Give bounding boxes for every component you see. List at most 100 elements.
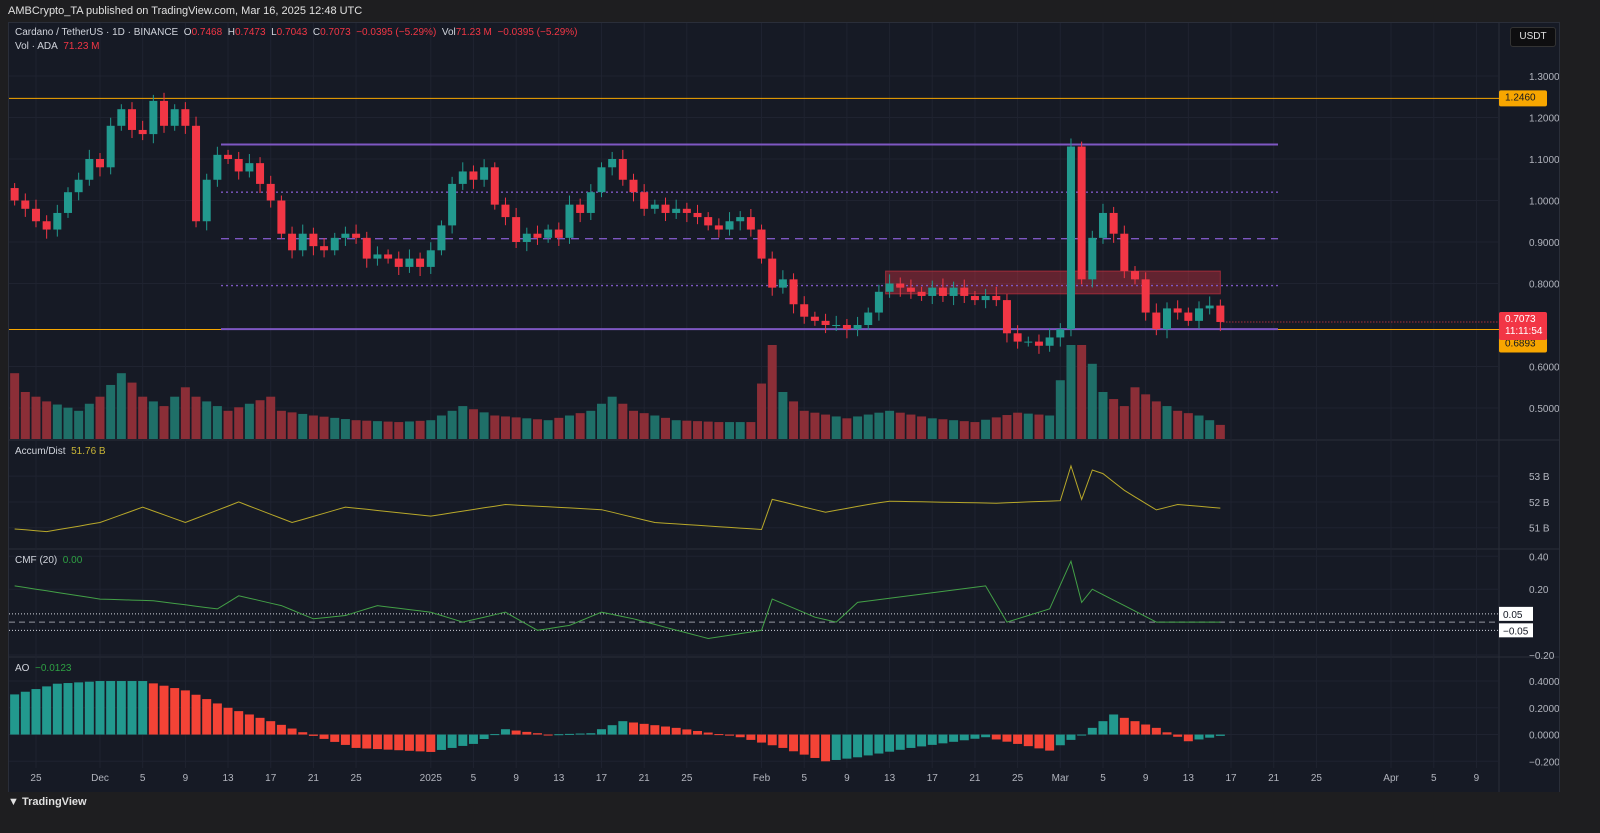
volume-bar bbox=[1066, 345, 1076, 439]
candle-body bbox=[1045, 337, 1054, 346]
candle-body bbox=[874, 291, 883, 313]
candle-body bbox=[320, 246, 329, 251]
ao-bar bbox=[95, 681, 105, 735]
volume-bar bbox=[1013, 412, 1023, 439]
candle-body bbox=[1195, 308, 1204, 321]
ao-bar bbox=[991, 734, 1001, 740]
x-tick-label: 13 bbox=[1183, 773, 1195, 784]
volume-bar bbox=[1087, 363, 1097, 439]
x-tick-label: 13 bbox=[553, 773, 565, 784]
ao-bar bbox=[757, 734, 767, 743]
volume-bar bbox=[63, 407, 73, 439]
candle-body bbox=[661, 204, 670, 213]
volume-bar bbox=[1045, 415, 1055, 439]
volume-bar bbox=[255, 400, 265, 439]
ad-line bbox=[14, 464, 1221, 533]
candle-body bbox=[896, 283, 905, 288]
ao-bar bbox=[330, 734, 340, 742]
y-tick-label: 0.8000 bbox=[1529, 280, 1559, 291]
candle-body bbox=[970, 295, 979, 301]
volume-bar bbox=[1151, 401, 1161, 439]
candle-body bbox=[650, 204, 659, 209]
volume-bar bbox=[95, 396, 105, 439]
candle-body bbox=[629, 179, 638, 193]
ao-bar bbox=[1130, 721, 1140, 735]
candle-body bbox=[576, 204, 585, 213]
volume-bar bbox=[426, 420, 436, 439]
candle-body bbox=[138, 129, 147, 135]
volume-bar bbox=[863, 414, 873, 439]
candle-body bbox=[618, 159, 627, 180]
ao-bar bbox=[810, 734, 820, 758]
ad-value: 51.76 B bbox=[71, 446, 106, 457]
ao-bar bbox=[1077, 734, 1087, 736]
volume-bar bbox=[330, 417, 340, 439]
candle-body bbox=[53, 212, 62, 230]
volume-bar bbox=[746, 422, 756, 439]
y-tick-label: 1.2000 bbox=[1529, 114, 1559, 125]
ao-bar bbox=[554, 734, 564, 736]
candle-body bbox=[42, 221, 51, 230]
ao-bar bbox=[895, 734, 905, 750]
volume-bar bbox=[490, 415, 500, 439]
ao-bar bbox=[917, 734, 927, 747]
candle-body bbox=[928, 287, 937, 296]
candle-body bbox=[864, 312, 873, 325]
candle-body bbox=[725, 221, 734, 230]
ao-bar bbox=[42, 686, 52, 735]
ao-bar bbox=[607, 725, 617, 735]
x-tick-label: 9 bbox=[183, 773, 189, 784]
volume-bar bbox=[138, 396, 148, 439]
x-tick-label: 21 bbox=[308, 773, 320, 784]
currency-button[interactable]: USDT bbox=[1510, 27, 1556, 47]
ao-bar bbox=[20, 691, 30, 735]
last-price-label-bg bbox=[1499, 311, 1547, 340]
volume-label: Vol · ADA bbox=[15, 41, 58, 52]
volume-bar bbox=[447, 410, 457, 439]
candle-body bbox=[160, 100, 169, 126]
ao-bar bbox=[479, 734, 489, 740]
chart-area[interactable]: 25 Dec 5 9 13 17 21 25 2025 5 9 13 17 21 25 Feb 5 9 13 17 21… bbox=[8, 22, 1560, 794]
candle-body bbox=[1034, 341, 1043, 346]
x-tick-label: 17 bbox=[1225, 773, 1237, 784]
candle-body bbox=[885, 283, 894, 292]
x-tick-label: 17 bbox=[927, 773, 939, 784]
candle-body bbox=[437, 225, 446, 251]
level-price-label: 1.2460 bbox=[1499, 90, 1547, 107]
ao-bar bbox=[10, 694, 20, 735]
candle-body bbox=[768, 258, 777, 288]
ao-bar bbox=[778, 734, 788, 748]
footer-bar bbox=[0, 792, 1600, 833]
candle-body bbox=[74, 179, 83, 193]
ao-value: −0.0123 bbox=[35, 663, 72, 674]
chart-canvas[interactable]: 25 Dec 5 9 13 17 21 25 2025 5 9 13 17 21 25 Feb 5 9 13 17 21… bbox=[9, 23, 1559, 793]
x-tick-label: Feb bbox=[753, 773, 771, 784]
x-tick-label: 9 bbox=[513, 773, 519, 784]
x-tick-label: 9 bbox=[1143, 773, 1149, 784]
ao-bar bbox=[789, 734, 799, 752]
ao-y-tick: −0.2000 bbox=[1529, 757, 1559, 768]
candle-body bbox=[821, 320, 830, 325]
candle-body bbox=[1109, 212, 1118, 234]
volume-bar bbox=[287, 412, 297, 439]
ao-bar bbox=[874, 734, 884, 754]
level-price-label-text: 1.2460 bbox=[1505, 92, 1536, 103]
ao-bar bbox=[116, 681, 126, 735]
ao-bar bbox=[159, 685, 169, 735]
ao-bar bbox=[319, 734, 329, 739]
candle-body bbox=[373, 254, 382, 259]
volume-bar bbox=[671, 420, 681, 439]
ao-y-tick: 0.0000 bbox=[1529, 731, 1559, 742]
volume-bar bbox=[885, 410, 895, 439]
candle-body bbox=[512, 217, 521, 242]
ao-bar bbox=[938, 734, 948, 744]
candle-body bbox=[416, 258, 425, 267]
volume-bar bbox=[799, 410, 809, 439]
candle-body bbox=[181, 109, 190, 126]
candle-body bbox=[1130, 271, 1139, 280]
low-value: 0.7043 bbox=[276, 27, 308, 38]
candle-body bbox=[981, 295, 990, 301]
x-tick-label: 9 bbox=[1474, 773, 1480, 784]
volume-bar bbox=[10, 373, 20, 439]
